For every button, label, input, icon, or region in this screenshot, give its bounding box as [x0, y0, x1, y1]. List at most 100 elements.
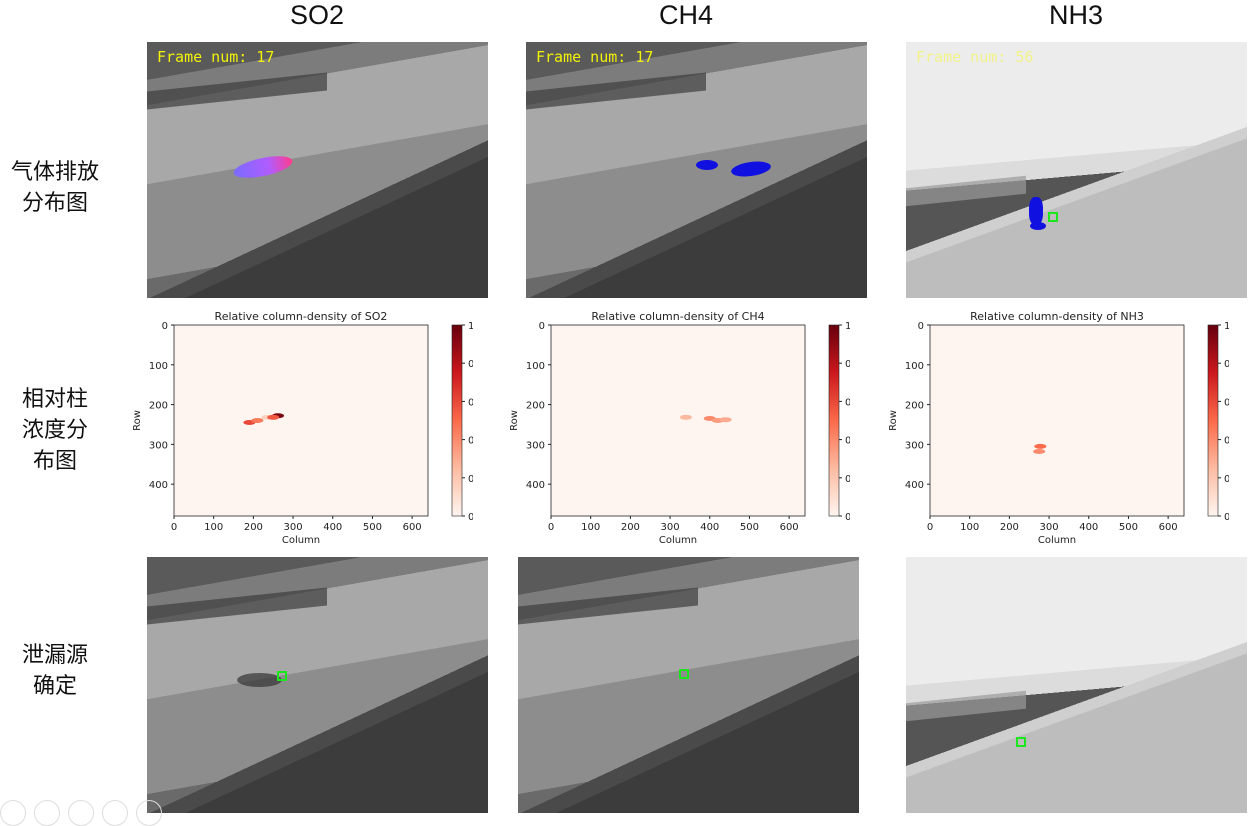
x-tick-label: 400 [323, 522, 342, 533]
x-tick-label: 400 [700, 522, 719, 533]
x-tick-label: 200 [1000, 522, 1019, 533]
hotspot [1033, 449, 1046, 455]
leak-source-marker [277, 671, 287, 681]
x-tick-label: 100 [960, 522, 979, 533]
y-tick-label: 200 [905, 401, 924, 412]
heatmap-area [929, 324, 1185, 517]
colorbar-tick-label: 0.6 [845, 397, 850, 408]
so2-density-heatmap: Relative column-density of SO2 0 100 200 300… [128, 308, 484, 558]
y-tick-label: 100 [526, 361, 545, 372]
x-axis-label: Column [282, 535, 320, 546]
nh3-density-heatmap: Relative column-density of NH3 0 100 200 300… [884, 308, 1240, 558]
x-tick-label: 0 [171, 522, 177, 533]
x-tick-label: 500 [740, 522, 759, 533]
x-tick-label: 500 [1119, 522, 1138, 533]
row-label-line: 确定 [32, 674, 77, 699]
x-tick-label: 400 [1079, 522, 1098, 533]
row-label-leak-source: 泄漏源 确定 [0, 640, 110, 702]
nh3-leak-source-image [906, 557, 1247, 813]
y-tick-label: 400 [149, 480, 168, 491]
nh3-emission-image: Frame num: 56 [906, 42, 1247, 298]
ch4-emission-image: Frame num: 17 [526, 42, 867, 298]
nh3-plume-overlay [1030, 222, 1046, 230]
back-icon[interactable] [0, 800, 26, 826]
row-label-line: 浓度分 [21, 418, 88, 443]
chart-title: Relative column-density of CH4 [591, 310, 764, 323]
x-tick-label: 300 [1040, 522, 1059, 533]
hotspot [719, 417, 732, 423]
y-axis-label: Row [132, 410, 143, 431]
x-axis-label: Column [659, 535, 697, 546]
x-tick-label: 100 [581, 522, 600, 533]
colorbar-tick-label: 0.2 [1224, 474, 1229, 485]
colorbar-tick-label: 0.2 [468, 474, 473, 485]
row-label-line: 泄漏源 [21, 643, 88, 668]
y-axis-label: Row [509, 410, 520, 431]
hotspot [1034, 443, 1047, 449]
so2-emission-image: Frame num: 17 [147, 42, 488, 298]
colorbar-tick-label: 0.4 [845, 436, 850, 447]
row-label-line: 相对柱 [21, 387, 88, 412]
nh3-plume-overlay [1029, 197, 1043, 225]
row-label-line: 气体排放 [10, 160, 99, 185]
y-tick-label: 200 [526, 401, 545, 412]
ch4-density-heatmap: Relative column-density of CH4 0 100 200 300… [505, 308, 861, 558]
hotspot [251, 418, 264, 423]
hotspot [267, 414, 280, 420]
row-label-emission-distribution: 气体排放 分布图 [0, 157, 110, 219]
heatmap-area [173, 324, 429, 517]
x-tick-label: 300 [284, 522, 303, 533]
colorbar [451, 324, 463, 517]
rooftop-ledge [518, 587, 698, 625]
x-tick-label: 500 [363, 522, 382, 533]
so2-plume-overlay [231, 151, 295, 183]
colorbar-tick-label: 0.8 [845, 359, 850, 370]
colorbar-tick-label: 0.2 [845, 474, 850, 485]
colorbar-tick-label: 0.8 [1224, 359, 1229, 370]
pen-icon[interactable] [68, 800, 94, 826]
colorbar-tick-label: 0.4 [1224, 436, 1229, 447]
rooftop-ledge [906, 175, 1026, 207]
chart-title: Relative column-density of SO2 [215, 310, 388, 323]
colorbar-tick-label: 0.8 [468, 359, 473, 370]
y-tick-label: 200 [149, 401, 168, 412]
x-tick-label: 200 [621, 522, 640, 533]
y-tick-label: 300 [149, 440, 168, 451]
zoom-icon[interactable] [136, 800, 162, 826]
y-tick-label: 400 [526, 480, 545, 491]
y-tick-label: 100 [149, 361, 168, 372]
x-axis-label: Column [1038, 535, 1076, 546]
colorbar-tick-label: 0.0 [1224, 512, 1229, 523]
colorbar-tick-label: 1.0 [845, 321, 850, 332]
play-icon[interactable] [34, 800, 60, 826]
x-tick-label: 600 [403, 522, 422, 533]
colorbar-tick-label: 1.0 [1224, 321, 1229, 332]
colorbar-tick-label: 0.0 [845, 512, 850, 523]
leak-source-marker [1016, 737, 1026, 747]
y-axis-label: Row [888, 410, 899, 431]
y-tick-label: 400 [905, 480, 924, 491]
x-tick-label: 300 [661, 522, 680, 533]
rooftop-ledge [147, 72, 327, 110]
rooftop-ledge [147, 587, 327, 625]
x-tick-label: 600 [1159, 522, 1178, 533]
y-tick-label: 300 [526, 440, 545, 451]
so2-leak-source-image [147, 557, 488, 813]
colorbar-tick-label: 0.0 [468, 512, 473, 523]
slide-toolbar [0, 800, 162, 826]
row-label-line: 布图 [32, 449, 77, 474]
colorbar [828, 324, 840, 517]
frame-number: Frame num: 17 [157, 48, 275, 66]
frame-number: Frame num: 56 [916, 48, 1034, 66]
colorbar [1207, 324, 1219, 517]
heatmap-area [550, 324, 806, 517]
rooftop-ledge [526, 72, 706, 110]
row-label-column-density: 相对柱 浓度分 布图 [0, 384, 110, 477]
y-tick-label: 0 [162, 321, 168, 332]
ch4-plume-overlay [730, 159, 772, 179]
leak-source-marker [679, 669, 689, 679]
slides-icon[interactable] [102, 800, 128, 826]
rooftop-ledge [906, 690, 1026, 722]
so2-dark-plume [237, 673, 282, 687]
y-tick-label: 300 [905, 440, 924, 451]
